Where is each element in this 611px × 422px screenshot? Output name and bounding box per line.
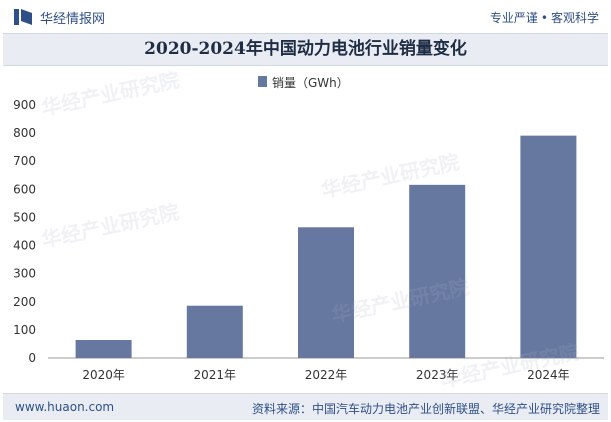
x-tick-label-0: 2020年	[82, 368, 125, 382]
x-tick-label-4: 2024年	[527, 368, 570, 382]
legend-swatch	[258, 76, 267, 87]
x-tick-label-3: 2023年	[416, 368, 459, 382]
brand-name: 华经情报网	[40, 12, 106, 27]
y-tick-label-6: 600	[13, 182, 36, 196]
y-tick-label-8: 800	[13, 126, 36, 140]
y-tick-label-2: 200	[13, 295, 36, 309]
brand-logo-icon	[14, 9, 32, 25]
title-bar: 2020-2024年中国动力电池行业销量变化	[3, 33, 608, 66]
bar-chart: 0 100 200 300 400 500 600 700 800 900 2020年 2021年 20…	[13, 98, 604, 382]
site-url: www.huaon.com	[15, 400, 115, 414]
legend-label: 销量（GWh）	[272, 76, 349, 90]
y-tick-label-4: 400	[13, 239, 36, 253]
slogan-right: 客观科学	[550, 11, 599, 25]
bar-3	[409, 184, 466, 358]
bar-1	[186, 305, 243, 358]
y-tick-label-7: 700	[13, 154, 36, 168]
slogan: 专业严谨 • 客观科学	[490, 9, 599, 26]
y-tick-label-5: 500	[13, 210, 36, 224]
y-tick-label-3: 300	[13, 267, 36, 281]
y-tick-label-0: 0	[28, 351, 36, 365]
y-tick-label-1: 100	[13, 323, 36, 337]
bar-4	[520, 135, 577, 358]
slogan-separator: •	[540, 11, 548, 25]
bar-2	[298, 227, 354, 358]
top-bar: 华经情报网 专业严谨 • 客观科学	[0, 0, 611, 33]
x-tick-label-1: 2021年	[194, 368, 237, 382]
x-tick-label-2: 2022年	[305, 368, 348, 382]
bar-0	[75, 340, 132, 358]
chart-title: 2020-2024年中国动力电池行业销量变化	[144, 39, 467, 59]
footer-bar: www.huaon.com 资料来源：中国汽车动力电池产业创新联盟、华经产业研究…	[3, 393, 608, 420]
y-tick-label-9: 900	[13, 98, 36, 112]
slogan-left: 专业严谨	[489, 11, 538, 25]
data-source: 资料来源：中国汽车动力电池产业创新联盟、华经产业研究院整理	[251, 402, 600, 416]
